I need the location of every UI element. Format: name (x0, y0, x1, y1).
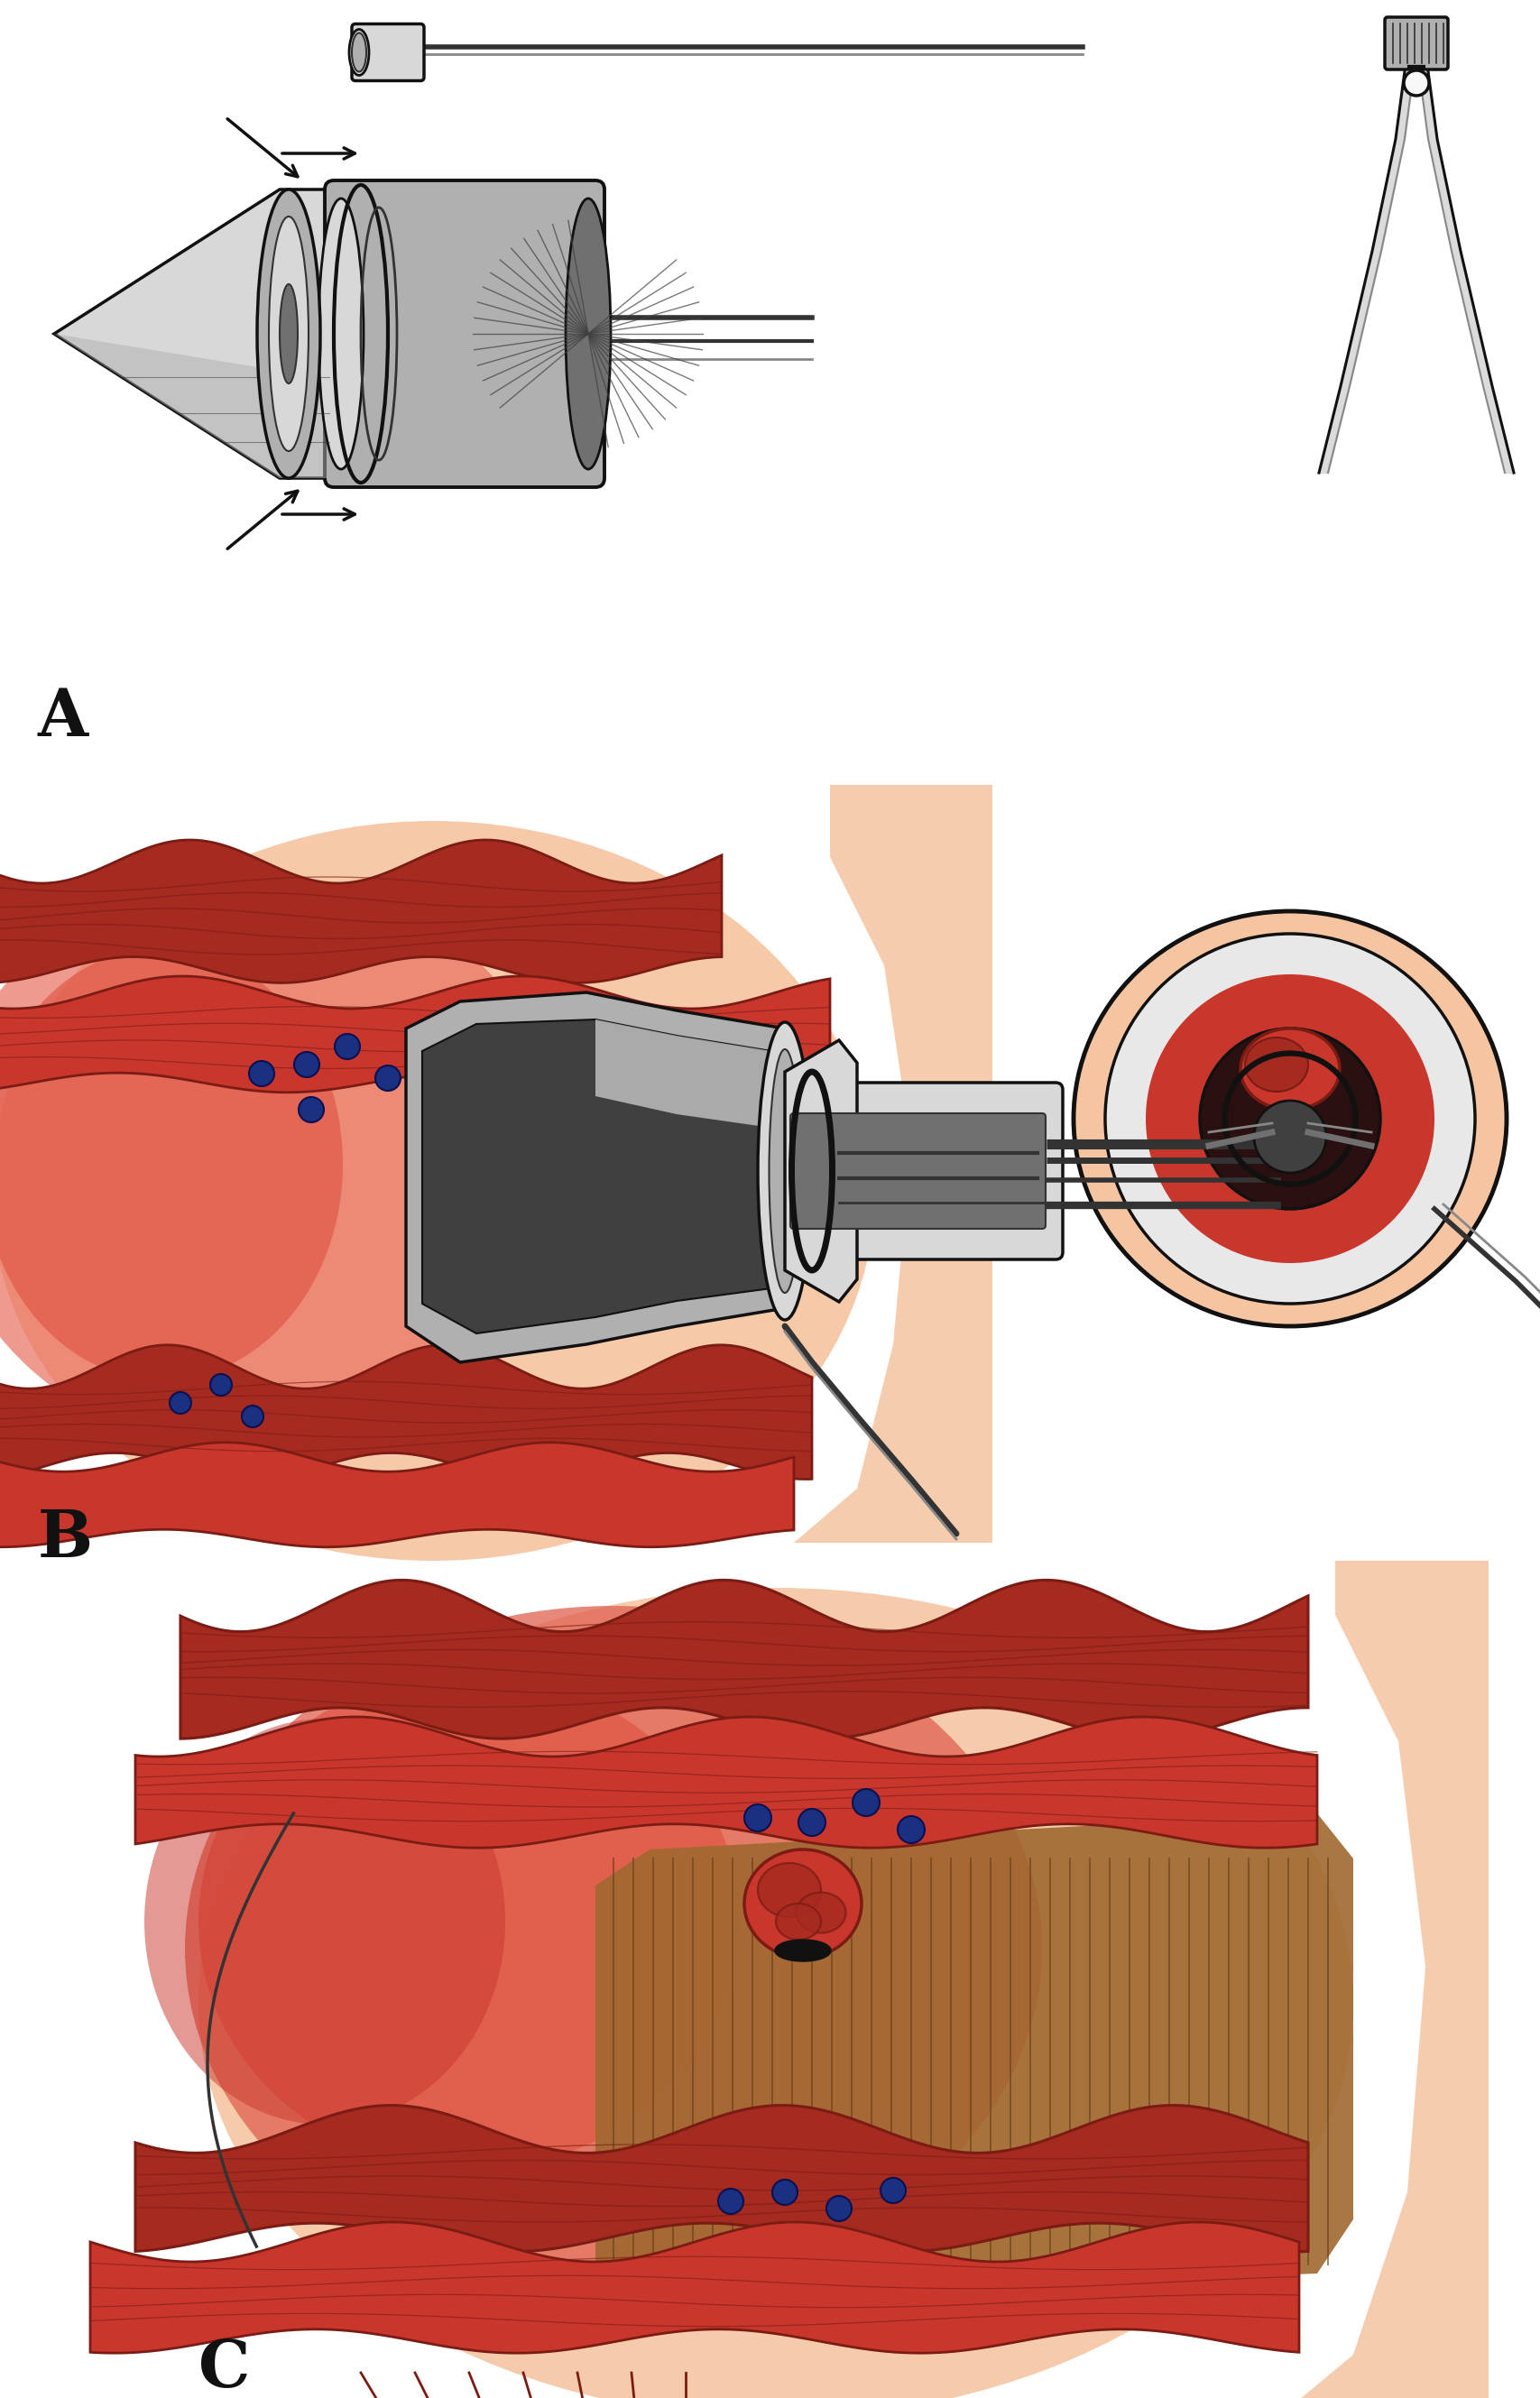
Circle shape (209, 1374, 231, 1396)
Circle shape (852, 1789, 879, 1815)
Ellipse shape (768, 1050, 801, 1293)
Circle shape (898, 1815, 924, 1844)
Ellipse shape (776, 1940, 830, 1962)
Text: C: C (199, 2336, 249, 2398)
Ellipse shape (796, 1892, 845, 1933)
Circle shape (825, 2197, 852, 2221)
Ellipse shape (350, 29, 368, 74)
Circle shape (798, 1808, 825, 1837)
Text: A: A (39, 686, 88, 751)
Polygon shape (54, 333, 330, 477)
Ellipse shape (744, 1849, 861, 1957)
Polygon shape (422, 1019, 772, 1333)
Ellipse shape (279, 285, 297, 384)
Circle shape (744, 1803, 772, 1832)
Circle shape (718, 2189, 742, 2213)
Polygon shape (0, 839, 721, 983)
Polygon shape (784, 1041, 856, 1302)
FancyBboxPatch shape (1384, 17, 1448, 70)
FancyBboxPatch shape (351, 24, 424, 82)
FancyBboxPatch shape (778, 1081, 1063, 1259)
Ellipse shape (319, 199, 363, 470)
Polygon shape (0, 976, 830, 1093)
Circle shape (1254, 1101, 1326, 1173)
Polygon shape (594, 1019, 772, 1127)
Ellipse shape (0, 875, 568, 1453)
Circle shape (249, 1060, 274, 1086)
Ellipse shape (351, 34, 367, 72)
Circle shape (376, 1065, 400, 1091)
FancyBboxPatch shape (325, 180, 604, 487)
Ellipse shape (1104, 933, 1474, 1305)
Polygon shape (180, 1580, 1307, 1739)
Ellipse shape (565, 199, 610, 470)
Ellipse shape (1146, 974, 1434, 1264)
Polygon shape (91, 2223, 1298, 2352)
Polygon shape (405, 993, 784, 1362)
Polygon shape (0, 1444, 793, 1547)
Polygon shape (136, 1717, 1317, 1849)
Circle shape (334, 1034, 360, 1060)
Ellipse shape (0, 820, 875, 1561)
Ellipse shape (268, 216, 308, 451)
Circle shape (242, 1405, 263, 1427)
Polygon shape (1298, 1561, 1488, 2398)
Ellipse shape (758, 1022, 812, 1319)
Ellipse shape (776, 1904, 821, 1940)
Ellipse shape (199, 1587, 1352, 2398)
Ellipse shape (199, 1674, 739, 2170)
Ellipse shape (1200, 1029, 1380, 1209)
Circle shape (169, 1393, 191, 1415)
Polygon shape (0, 1345, 812, 1480)
Polygon shape (136, 2105, 1307, 2252)
Polygon shape (793, 784, 992, 1542)
Ellipse shape (1240, 1029, 1338, 1110)
FancyBboxPatch shape (790, 1113, 1046, 1228)
Circle shape (772, 2180, 798, 2204)
Ellipse shape (145, 1719, 505, 2125)
Ellipse shape (185, 1607, 1041, 2292)
Circle shape (299, 1096, 323, 1122)
Polygon shape (54, 189, 330, 477)
Ellipse shape (0, 947, 342, 1381)
Circle shape (1403, 70, 1428, 96)
Polygon shape (594, 1813, 1352, 2300)
Circle shape (294, 1053, 319, 1077)
Ellipse shape (758, 1863, 821, 1916)
Ellipse shape (1244, 1038, 1307, 1091)
Ellipse shape (1073, 911, 1506, 1326)
Text: B: B (39, 1506, 92, 1571)
Circle shape (879, 2177, 906, 2204)
Ellipse shape (257, 189, 320, 477)
